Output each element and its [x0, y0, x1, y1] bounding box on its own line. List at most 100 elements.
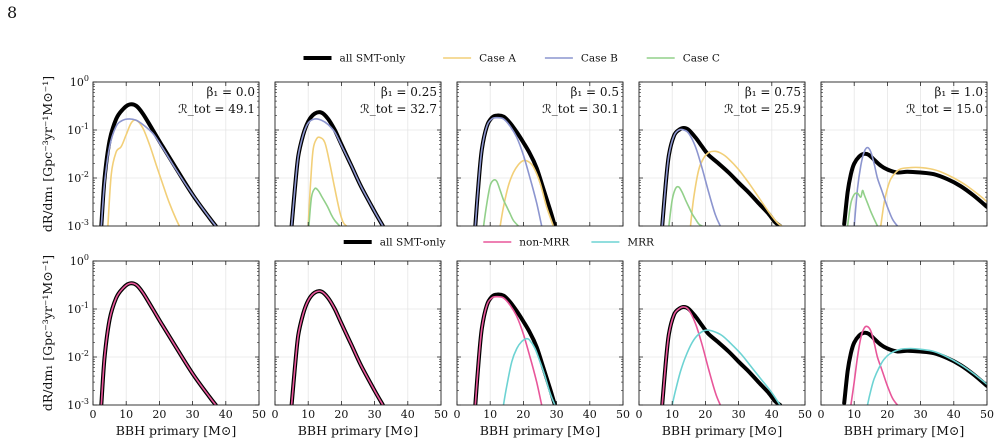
series-all-smt-only: [660, 126, 783, 226]
panel-frame: [820, 260, 988, 406]
x-tick-label: 50: [980, 408, 994, 421]
legend-label: all SMT-only: [380, 237, 446, 249]
x-tick-label: 40: [583, 408, 597, 421]
series-case-a: [689, 150, 783, 226]
series-case-c: [846, 189, 879, 226]
beta-annotation: β₁ = 0.0: [206, 85, 255, 99]
legend-label: MRR: [627, 237, 655, 249]
beta-annotation: β₁ = 0.75: [745, 85, 801, 99]
panel-top-5: β₁ = 1.0 ℛ_tot = 15.0: [820, 81, 988, 227]
panel-frame: [638, 260, 806, 406]
x-tick-label: 10: [119, 408, 133, 421]
x-tick-label: 20: [152, 408, 166, 421]
x-tick-label: 20: [516, 408, 530, 421]
beta-annotation: β₁ = 0.5: [570, 85, 619, 99]
x-tick-label: 30: [914, 408, 928, 421]
x-tick-label: 50: [616, 408, 630, 421]
series-group: [660, 126, 783, 226]
x-tick-label: 0: [272, 408, 279, 421]
panel-frame: [274, 81, 442, 227]
x-tick-label: 10: [483, 408, 497, 421]
y-axis-label: dR/dm₁ [Gpc⁻³yr⁻¹M⊙⁻¹]: [40, 76, 55, 232]
series-case-b: [474, 116, 543, 226]
series-case-c: [308, 187, 341, 226]
series-case-b: [290, 118, 384, 226]
series-all-smt-only: [842, 151, 987, 226]
series-all-smt-only: [473, 292, 557, 405]
series-group: [660, 305, 783, 405]
panel-bottom-5: 0 10 20 30 40 50 BBH primary [M⊙]: [818, 260, 994, 438]
series-mrr: [866, 347, 987, 405]
panel-top-4: β₁ = 0.75 ℛ_tot = 25.9: [638, 81, 806, 227]
rate-annotation: ℛ_tot = 30.1: [542, 102, 619, 116]
x-tick-label: 50: [434, 408, 448, 421]
panel-frame: [456, 260, 624, 406]
x-tick-label: 10: [665, 408, 679, 421]
y-tick-label: 100: [70, 74, 89, 89]
series-mrr: [671, 329, 781, 405]
x-axis-label: BBH primary [M⊙]: [844, 423, 965, 438]
panel-frame: [638, 81, 806, 227]
y-tick-label: 10-3: [67, 397, 89, 412]
panel-frame: [274, 260, 442, 406]
series-group: [289, 289, 385, 405]
x-tick-label: 40: [765, 408, 779, 421]
x-tick-label: 40: [219, 408, 233, 421]
page-number: 8: [7, 3, 18, 22]
series-case-b: [100, 118, 217, 226]
series-non-mrr: [474, 295, 543, 405]
series-case-a: [107, 119, 181, 226]
y-tick-label: 10-2: [67, 349, 89, 364]
series-group: [842, 146, 987, 226]
series-mrr: [502, 337, 556, 405]
x-tick-label: 0: [636, 408, 643, 421]
series-case-a: [499, 159, 555, 226]
rate-annotation: ℛ_tot = 32.7: [360, 102, 437, 116]
panel-top-2: β₁ = 0.25 ℛ_tot = 32.7: [274, 81, 442, 227]
series-non-mrr: [290, 290, 384, 405]
series-group: [473, 292, 557, 405]
panel-bottom-3: 0 10 20 30 40 50 BBH primary [M⊙]: [454, 260, 630, 438]
x-tick-label: 30: [186, 408, 200, 421]
x-axis-label: BBH primary [M⊙]: [298, 423, 419, 438]
x-axis-label: BBH primary [M⊙]: [116, 423, 237, 438]
x-tick-label: 0: [454, 408, 461, 421]
x-tick-label: 10: [847, 408, 861, 421]
panel-bottom-4: 0 10 20 30 40 50 BBH primary [M⊙]: [636, 260, 812, 438]
legend-label: Case C: [683, 53, 720, 65]
x-tick-label: 40: [401, 408, 415, 421]
panel-frame: [820, 81, 988, 227]
series-non-mrr: [100, 282, 217, 405]
y-axis-label: dR/dm₁ [Gpc⁻³yr⁻¹M⊙⁻¹]: [40, 255, 55, 411]
x-tick-label: 20: [698, 408, 712, 421]
panel-frame: [92, 260, 260, 406]
series-group: [289, 110, 385, 226]
x-tick-label: 30: [732, 408, 746, 421]
x-tick-label: 0: [90, 408, 97, 421]
panel-bottom-2: 0 10 20 30 40 50 BBH primary [M⊙]: [272, 260, 448, 438]
panel-top-3: β₁ = 0.5 ℛ_tot = 30.1: [456, 81, 624, 227]
panel-bottom-1: 0 10 20 30 40 50 10-3 10-2 10-1 100 BBH primary [M…: [67, 253, 266, 438]
beta-annotation: β₁ = 1.0: [934, 85, 983, 99]
series-group: [99, 281, 218, 405]
x-tick-label: 50: [252, 408, 266, 421]
series-non-mrr: [850, 325, 899, 405]
series-all-smt-only: [842, 330, 987, 405]
legend-label: non-MRR: [519, 237, 570, 249]
x-tick-label: 0: [818, 408, 825, 421]
legend-label: Case A: [479, 53, 516, 65]
legend-label: Case B: [581, 53, 618, 65]
y-tick-label: 10-2: [67, 170, 89, 185]
series-case-c: [668, 185, 703, 226]
x-tick-label: 10: [301, 408, 315, 421]
series-case-b: [661, 128, 722, 226]
series-all-smt-only: [660, 305, 783, 405]
panel-frame: [92, 81, 260, 227]
series-group: [99, 102, 218, 226]
rate-annotation: ℛ_tot = 49.1: [178, 102, 255, 116]
x-tick-label: 50: [798, 408, 812, 421]
x-tick-label: 20: [334, 408, 348, 421]
legend-label: all SMT-only: [340, 53, 406, 65]
x-tick-label: 30: [550, 408, 564, 421]
legend-bottom: all SMT-only non-MRR MRR: [343, 237, 655, 249]
